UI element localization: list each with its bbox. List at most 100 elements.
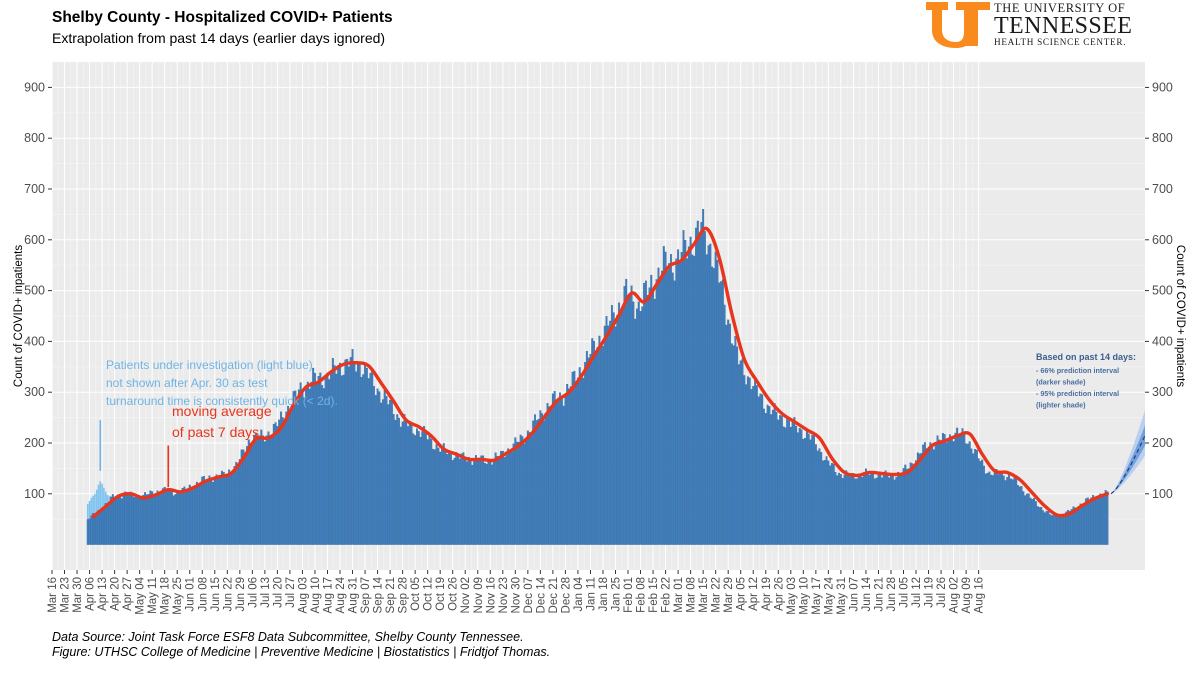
patient-bar xyxy=(915,460,917,545)
patient-bar xyxy=(532,420,535,545)
patient-bar xyxy=(864,468,867,545)
patient-bar xyxy=(575,381,578,545)
patient-bar xyxy=(743,375,746,545)
y-tick-label-left: 400 xyxy=(24,334,45,348)
x-tick-label: Aug 31 xyxy=(348,577,360,613)
patient-bar xyxy=(591,338,594,545)
x-tick-label: Apr 20 xyxy=(110,577,122,611)
patient-bar xyxy=(278,419,281,545)
patient-bar xyxy=(135,497,138,545)
patient-bar xyxy=(745,384,748,545)
patient-bar xyxy=(891,474,894,545)
patient-bar xyxy=(246,446,248,545)
patient-bar xyxy=(195,481,198,545)
patient-bar xyxy=(1009,478,1012,545)
patient-bar xyxy=(634,318,637,545)
patient-bar xyxy=(628,295,631,545)
patient-bar xyxy=(102,507,105,545)
patient-bar xyxy=(161,488,164,545)
x-tick-label: Oct 19 xyxy=(435,577,447,611)
x-tick-label: Jul 06 xyxy=(247,577,259,608)
patient-bar xyxy=(1079,503,1082,545)
patient-bar xyxy=(170,491,173,545)
x-tick-label: Jul 19 xyxy=(924,577,936,608)
patient-bar xyxy=(1024,495,1027,545)
patient-bar xyxy=(922,444,925,545)
patient-bar xyxy=(1074,507,1077,545)
patient-bar xyxy=(596,347,599,545)
patient-bar xyxy=(732,345,735,545)
patient-bar xyxy=(306,381,309,545)
patient-bar xyxy=(1095,499,1098,545)
patient-bar xyxy=(729,323,731,545)
patient-bar xyxy=(483,462,486,545)
patient-bar xyxy=(770,414,773,545)
ut-monogram-icon xyxy=(916,2,990,48)
patient-bar xyxy=(684,240,687,545)
patient-bar xyxy=(310,381,313,545)
patient-bar xyxy=(763,408,765,545)
x-tick-label: May 17 xyxy=(811,577,823,615)
patient-bar xyxy=(602,345,604,545)
patient-bar xyxy=(766,404,769,545)
patient-bar xyxy=(260,429,263,545)
patient-bar xyxy=(698,234,701,545)
x-tick-label: Nov 09 xyxy=(473,577,485,613)
x-tick-label: Jun 28 xyxy=(886,577,898,612)
patient-bar xyxy=(136,495,139,545)
patient-bar xyxy=(512,443,515,545)
patient-bar xyxy=(1013,475,1016,545)
x-tick-label: May 31 xyxy=(836,577,848,615)
patient-bar xyxy=(782,426,785,545)
patient-bar xyxy=(984,473,987,545)
patient-bar xyxy=(201,476,204,545)
patient-bar xyxy=(936,435,939,545)
patient-bar xyxy=(788,420,790,545)
patient-bar xyxy=(206,478,209,545)
patient-bar xyxy=(90,515,93,545)
patient-bar xyxy=(904,464,907,545)
patient-bar xyxy=(1083,503,1086,545)
x-tick-label: Feb 22 xyxy=(661,577,673,613)
patient-bar xyxy=(528,432,531,545)
patient-bar xyxy=(428,435,431,545)
patient-bar xyxy=(863,472,866,545)
y-tick-label-left: 100 xyxy=(24,487,45,501)
patient-bar xyxy=(355,371,358,545)
patient-bar xyxy=(641,306,644,545)
patient-bar xyxy=(929,442,932,545)
patient-bar xyxy=(380,402,383,545)
patient-bar xyxy=(254,432,257,545)
patient-bar xyxy=(664,251,667,545)
patient-bar xyxy=(879,475,882,545)
prediction-note-line: (lighter shade) xyxy=(1036,401,1086,410)
y-tick-label-left: 600 xyxy=(24,233,45,247)
logo-line-1: THE UNIVERSITY OF xyxy=(994,1,1126,15)
prediction-note-line: - 95% prediction interval xyxy=(1036,389,1119,398)
patient-bar xyxy=(814,444,817,545)
patient-bar xyxy=(1036,506,1039,545)
patient-bar xyxy=(619,311,622,545)
patient-bar xyxy=(843,474,846,545)
patient-bar xyxy=(1068,511,1071,545)
patient-bar xyxy=(813,433,816,545)
patient-bar xyxy=(804,437,807,545)
patient-bar xyxy=(371,370,374,545)
patient-bar xyxy=(237,464,239,545)
patient-bar xyxy=(1104,490,1107,545)
x-tick-label: Jul 26 xyxy=(936,577,948,608)
chart-title: Shelby County - Hospitalized COVID+ Pati… xyxy=(52,9,393,26)
patient-bar xyxy=(238,459,241,545)
x-tick-label: May 11 xyxy=(147,577,159,614)
patient-bar xyxy=(652,288,655,545)
patient-bar xyxy=(909,462,912,545)
patient-bar xyxy=(621,310,624,545)
x-tick-label: May 24 xyxy=(823,576,835,614)
patient-bar xyxy=(761,394,764,545)
patient-bar xyxy=(385,395,388,545)
patient-bar xyxy=(244,452,247,545)
patient-bar xyxy=(1015,478,1018,545)
patient-bar xyxy=(517,441,520,545)
patient-bar xyxy=(356,363,359,545)
patient-bar xyxy=(392,414,395,545)
